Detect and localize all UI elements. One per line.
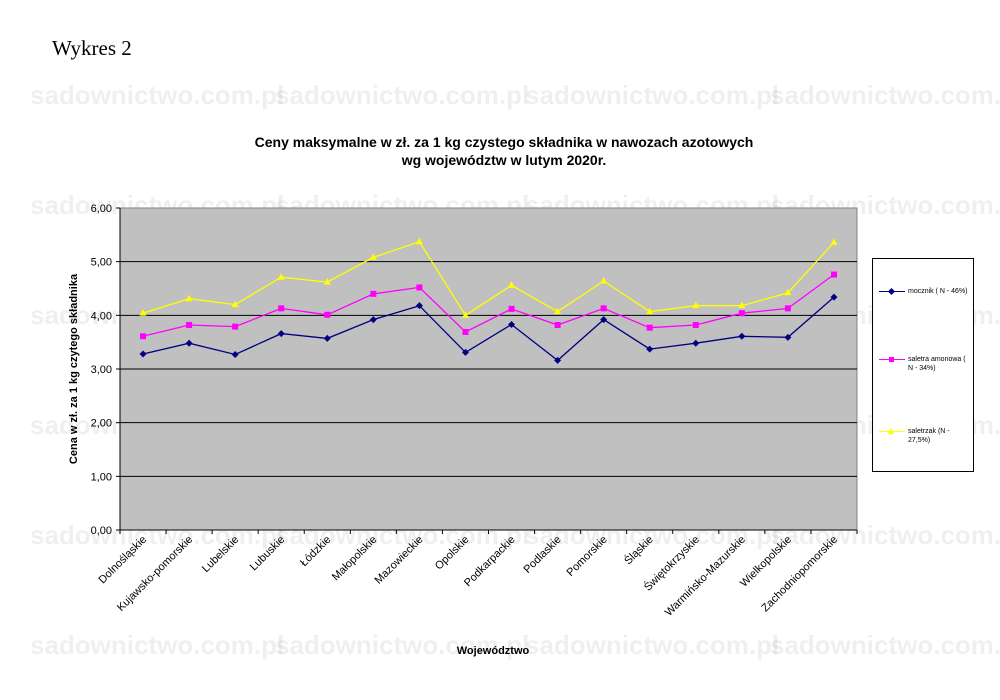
data-point [554,307,562,315]
x-tick-label: Łódzkie [298,534,333,569]
data-point [508,305,515,312]
data-point [784,333,792,341]
chart-legend: mocznik ( N - 46%) saletra amonowa ( N -… [872,258,974,472]
data-point [370,290,377,297]
data-point [415,237,423,245]
x-tick-label: Lubuskie [248,534,288,574]
series-line-1 [142,273,835,337]
watermark-text: sadownictwo.com.pl [770,630,1000,660]
watermark-text: sadownictwo.com.pl [30,630,285,660]
x-tick-label: Zachodniopomorskie [759,534,840,615]
legend-label-saletra-amonowa: saletra amonowa ( N - 34%) [908,356,966,372]
data-point [416,284,423,291]
data-point [646,324,653,331]
data-point [324,311,331,318]
chart-title-line2: wg województw w lutym 2020r. [401,152,607,168]
y-tick-label: 4,00 [91,310,112,322]
legend-label-mocznik: mocznik ( N - 46%) [908,288,968,295]
series-line-0 [142,296,835,362]
data-point [830,271,837,278]
data-point [646,307,654,315]
data-point [185,294,193,302]
watermark-text: sadownictwo.com.pl [275,80,530,110]
data-point [738,332,746,340]
x-tick-label: Pomorskie [565,534,610,579]
data-point [369,253,377,260]
y-tick-label: 2,00 [91,418,112,430]
legend-marker-square [889,357,894,362]
legend-label-saletrzak: saletrzak (N - 27,5%) [908,428,950,444]
data-point [415,302,423,310]
y-tick-label: 3,00 [91,364,112,376]
watermark-text: sadownictwo.com.pl [770,80,1000,110]
y-tick-label: 0,00 [91,525,112,537]
x-tick-label: Małopolskie [330,534,380,584]
legend-marker-diamond [887,287,896,296]
data-point [277,273,285,280]
data-point [784,288,792,296]
data-point [323,334,331,342]
chart-title-line1: Ceny maksymalne w zł. za 1 kg czystego s… [255,134,754,150]
legend-marker-triangle [888,428,894,434]
data-point [600,305,607,312]
data-point [738,301,746,309]
data-point [554,356,562,364]
data-point [323,278,331,285]
data-point [692,301,700,309]
data-point [231,300,239,308]
data-point [646,345,654,353]
data-point [461,311,469,318]
y-tick-label: 6,00 [91,203,112,215]
x-tick-label: Kujawsko-pomorskie [115,534,195,614]
data-point [140,333,147,340]
data-point [600,276,608,284]
series-line-2 [142,241,835,317]
y-tick-label: 5,00 [91,257,112,269]
data-point [692,339,700,347]
data-point [369,316,377,324]
x-axis-label: Województwo [457,645,530,657]
watermark-text: sadownictwo.com.pl [525,630,780,660]
data-point [278,305,285,312]
data-point [692,321,699,328]
figure-label: Wykres 2 [52,36,132,60]
data-point [600,316,608,324]
data-point [461,348,469,356]
data-point [185,339,193,347]
x-tick-label: Warmińsko-Mazurskie [663,534,748,619]
data-point [784,305,791,312]
y-tick-label: 1,00 [91,471,112,483]
data-point [139,309,147,316]
x-tick-label: Śląskie [622,533,656,567]
watermark-text: sadownictwo.com.pl [30,80,285,110]
data-point [462,328,469,335]
data-point [232,323,239,330]
x-tick-label: Opolskie [433,534,472,573]
x-tick-label: Mazowieckie [373,534,426,587]
data-point [830,293,838,301]
data-point [508,320,516,328]
data-point [186,321,193,328]
watermark-text: sadownictwo.com.pl [275,630,530,660]
data-point [830,238,838,245]
x-tick-label: Podlaskie [521,534,563,576]
series-group [139,237,838,364]
watermark-text: sadownictwo.com.pl [525,80,780,110]
x-tick-label: Lubelskie [200,534,241,575]
data-point [231,351,239,359]
data-point [277,330,285,338]
data-point [738,310,745,317]
data-point [139,350,147,358]
data-point [554,321,561,328]
data-point [508,281,516,288]
y-axis-label: Cena w zł. za 1 kg czytego składnika [68,273,80,464]
